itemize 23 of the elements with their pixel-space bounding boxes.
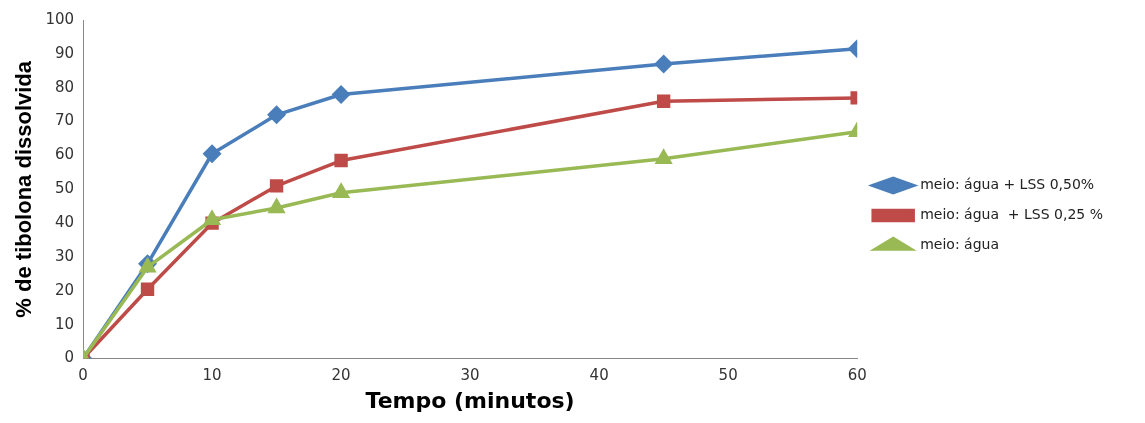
y-tick-label: 20	[54, 280, 75, 299]
x-tick-label: 50	[718, 366, 738, 385]
x-tick-label: 30	[460, 366, 480, 385]
y-tick-label: 60	[54, 145, 75, 164]
x-tick-label: 60	[847, 366, 867, 385]
legend-label: meio: água	[920, 236, 999, 253]
x-axis-title: Tempo (minutos)	[365, 387, 575, 413]
legend-label: meio: água + LSS 0,50%	[920, 176, 1095, 193]
y-tick-label: 40	[54, 213, 75, 232]
y-tick-label: 10	[54, 314, 75, 333]
y-tick-label: 30	[54, 246, 75, 265]
y-tick-label: 70	[54, 111, 75, 130]
y-tick-label: 100	[45, 9, 75, 28]
y-axis-title: % de tibolona dissolvida	[11, 60, 37, 318]
y-tick-label: 90	[54, 43, 75, 62]
x-tick-label: 10	[202, 366, 222, 385]
legend-label: meio: água + LSS 0,25 %	[920, 206, 1104, 223]
x-tick-label: 20	[331, 366, 351, 385]
x-tick-label: 0	[78, 366, 88, 385]
y-tick-label: 80	[54, 77, 75, 96]
y-tick-label: 0	[64, 348, 75, 367]
y-tick-label: 50	[54, 179, 75, 198]
x-tick-label: 40	[589, 366, 609, 385]
